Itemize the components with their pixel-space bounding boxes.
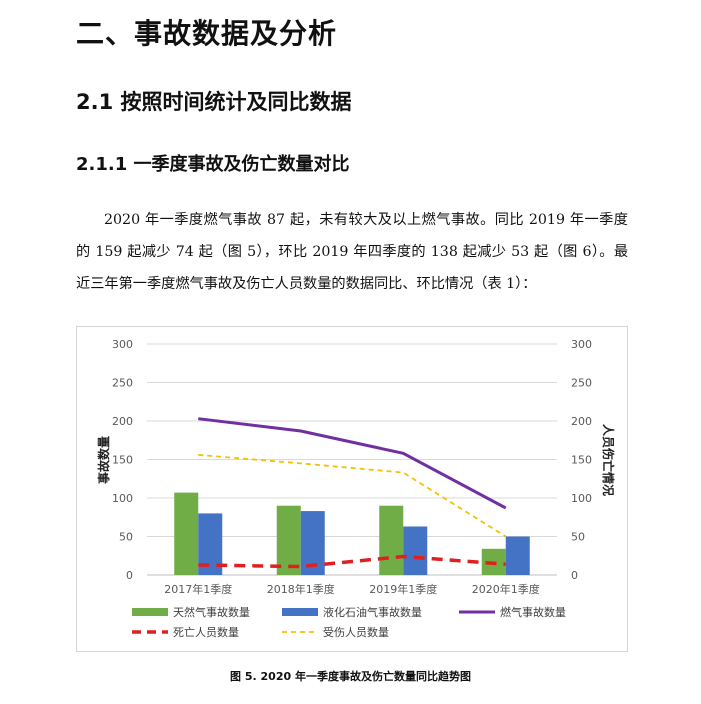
y-axis-label: 事故数量 [96, 436, 111, 484]
y2-axis-label: 人员伤亡情况 [601, 424, 616, 496]
y-tick-label: 100 [112, 492, 133, 505]
legend-swatch [132, 608, 168, 616]
bar [505, 536, 530, 575]
series-lines [198, 417, 507, 569]
bar [276, 505, 301, 575]
y-tick-label: 0 [126, 569, 133, 582]
body-paragraph: 2020 年一季度燃气事故 87 起，未有较大及以上燃气事故。同比 2019 年… [76, 212, 629, 292]
y-tick-label: 50 [119, 531, 133, 544]
legend-item: 死亡人员数量 [132, 625, 239, 639]
x-tick-label: 2019年1季度 [369, 582, 437, 596]
combo-chart: 0 0 50 50 100 100 150 150 200 200 250 250 300 300 2017… [96, 338, 616, 639]
subsection-heading: 2.1 按照时间统计及同比数据 [76, 90, 352, 114]
y2-tick-label: 0 [571, 569, 578, 582]
legend-label: 天然气事故数量 [173, 605, 250, 619]
y-tick-label: 250 [112, 377, 133, 390]
tick-labels: 0 0 50 50 100 100 150 150 200 200 250 250 300 300 2017… [112, 338, 592, 596]
legend-label: 液化石油气事故数量 [323, 605, 422, 619]
y2-tick-label: 50 [571, 531, 585, 544]
y-tick-label: 150 [112, 454, 133, 467]
legend-swatch [282, 608, 318, 616]
legend-item: 燃气事故数量 [459, 605, 566, 619]
series-line [198, 417, 507, 510]
legend-item: 受伤人员数量 [282, 626, 389, 639]
x-tick-label: 2020年1季度 [472, 582, 540, 596]
y2-tick-label: 100 [571, 492, 592, 505]
series-line [198, 554, 506, 569]
figure-caption: 图 5. 2020 年一季度事故及伤亡数量同比趋势图 [230, 670, 471, 683]
series-line [198, 453, 507, 538]
subsubsection-heading: 2.1.1 一季度事故及伤亡数量对比 [76, 154, 350, 175]
bar [174, 492, 199, 575]
y-tick-label: 200 [112, 415, 133, 428]
y-tick-label: 300 [112, 338, 133, 351]
y2-tick-label: 150 [571, 454, 592, 467]
bar [403, 526, 428, 575]
legend-item: 天然气事故数量 [132, 605, 250, 619]
legend-label: 受伤人员数量 [323, 626, 389, 639]
y2-tick-label: 300 [571, 338, 592, 351]
x-tick-label: 2017年1季度 [164, 582, 232, 596]
chart-container: 0 0 50 50 100 100 150 150 200 200 250 250 300 300 2017… [76, 326, 628, 652]
bar [379, 505, 404, 575]
y2-tick-label: 200 [571, 415, 592, 428]
section-heading: 二、事故数据及分析 [76, 17, 338, 50]
legend-item: 液化石油气事故数量 [282, 605, 422, 619]
x-tick-label: 2018年1季度 [267, 582, 335, 596]
y2-tick-label: 250 [571, 377, 592, 390]
legend-label: 死亡人员数量 [173, 625, 239, 639]
legend-label: 燃气事故数量 [500, 605, 566, 619]
